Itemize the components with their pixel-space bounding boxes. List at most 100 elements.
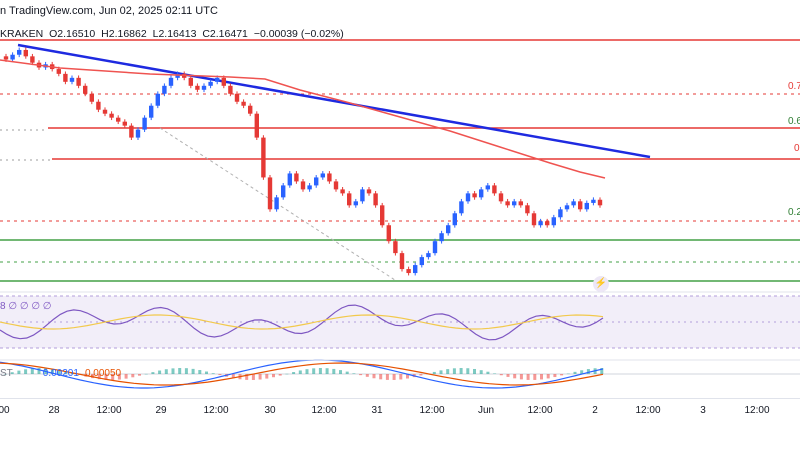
x-tick: 00 bbox=[0, 405, 10, 416]
candle-body bbox=[122, 121, 127, 126]
candle-body bbox=[300, 181, 306, 190]
macd-histogram-bar bbox=[37, 368, 41, 374]
macd-histogram-bar bbox=[519, 374, 523, 380]
fib-label-0.7: 0.7 bbox=[788, 81, 800, 92]
candle-body bbox=[267, 177, 273, 210]
candle-body bbox=[30, 56, 35, 63]
candle-body bbox=[558, 209, 563, 218]
macd-histogram-bar bbox=[10, 372, 14, 374]
candle-body bbox=[188, 77, 193, 86]
macd-histogram-bar bbox=[292, 372, 296, 374]
candle-body bbox=[10, 54, 15, 60]
candle-body bbox=[76, 77, 81, 86]
candle-body bbox=[518, 201, 523, 206]
macd-histogram-bar bbox=[566, 373, 570, 375]
candle-body bbox=[63, 73, 68, 82]
macd-histogram-bar bbox=[198, 370, 202, 374]
macd-histogram-bar bbox=[546, 374, 550, 379]
candle-body bbox=[353, 201, 358, 206]
publish-info: n TradingView.com, Jun 02, 2025 02:11 UT… bbox=[0, 5, 218, 17]
macd-histogram-bar bbox=[178, 368, 182, 374]
candle-body bbox=[531, 213, 537, 226]
macd-histogram-bar bbox=[325, 368, 329, 374]
candle-body bbox=[281, 185, 286, 198]
x-tick: Jun bbox=[477, 405, 495, 416]
macd-histogram-bar bbox=[339, 370, 342, 374]
macd-histogram-bar bbox=[345, 371, 349, 374]
macd-histogram-bar bbox=[265, 374, 269, 379]
rsi-ma-line bbox=[0, 314, 604, 330]
macd-histogram-bar bbox=[64, 371, 68, 374]
macd-histogram-bar bbox=[258, 374, 262, 380]
x-tick: 3 bbox=[700, 405, 706, 416]
macd-histogram-bar bbox=[513, 374, 517, 379]
open-value: O2.16510 bbox=[49, 28, 96, 40]
candle-body bbox=[366, 189, 372, 194]
macd-histogram-bar bbox=[71, 373, 74, 374]
macd-histogram-bar bbox=[600, 368, 604, 374]
macd-histogram-bar bbox=[131, 374, 135, 378]
change-value: −0.00039 (−0.02%) bbox=[253, 28, 344, 40]
macd-histogram-bar bbox=[285, 373, 289, 375]
macd-histogram-bar bbox=[379, 374, 383, 380]
macd-histogram-bar bbox=[459, 368, 463, 374]
x-tick: 12:00 bbox=[635, 405, 661, 416]
macd-histogram-bar bbox=[305, 369, 309, 374]
macd-histogram-bar bbox=[573, 371, 577, 374]
candle-body bbox=[419, 257, 424, 266]
candle-body bbox=[116, 117, 121, 122]
candle-body bbox=[578, 201, 583, 210]
macd-value: 0.00201 bbox=[42, 368, 79, 379]
candle-body bbox=[380, 205, 385, 226]
time-axis[interactable]: 00 28 12:00 29 12:00 30 12:00 31 12:00 J… bbox=[0, 398, 800, 423]
candle-body bbox=[89, 93, 94, 102]
macd-histogram-bar bbox=[352, 373, 356, 374]
macd-histogram-bar bbox=[298, 370, 302, 374]
macd-histogram-bar bbox=[385, 374, 389, 380]
candle-body bbox=[221, 77, 226, 86]
candle-body bbox=[320, 173, 325, 178]
candle-body bbox=[347, 193, 352, 206]
macd-histogram-bar bbox=[124, 374, 128, 379]
macd-histogram-bar bbox=[493, 373, 497, 374]
macd-histogram-bar bbox=[158, 370, 162, 374]
candle-body bbox=[234, 93, 240, 102]
candle-body bbox=[333, 181, 339, 190]
macd-histogram-bar bbox=[473, 368, 476, 374]
candle-body bbox=[195, 85, 200, 90]
macd-histogram-bar bbox=[466, 368, 470, 374]
macd-histogram-bar bbox=[332, 368, 336, 374]
close-value: C2.16471 bbox=[202, 28, 248, 40]
macd-histogram-bar bbox=[24, 369, 28, 374]
fib-label-0.6: 0.6 bbox=[788, 116, 800, 127]
candle-body bbox=[294, 173, 299, 182]
candle-body bbox=[314, 177, 319, 186]
candle-body bbox=[393, 241, 398, 254]
candle-body bbox=[485, 185, 490, 190]
macd-histogram-bar bbox=[272, 374, 275, 378]
macd-histogram-bar bbox=[553, 374, 557, 378]
candle-body bbox=[564, 205, 570, 210]
macd-histogram-bar bbox=[17, 370, 21, 374]
macd-histogram-bar bbox=[399, 374, 403, 380]
candle-body bbox=[102, 109, 108, 114]
high-value: H2.16862 bbox=[101, 28, 147, 40]
macd-legend: ST 0.00201 0.00050 bbox=[0, 368, 121, 379]
candle-body bbox=[538, 221, 543, 226]
candle-body bbox=[162, 85, 167, 94]
candle-body bbox=[129, 125, 134, 138]
macd-histogram-bar bbox=[419, 374, 423, 376]
signal-line bbox=[0, 362, 604, 386]
bearish-trendline bbox=[17, 43, 651, 159]
macd-histogram-bar bbox=[211, 373, 215, 374]
candle-body bbox=[327, 173, 332, 182]
macd-histogram-bar bbox=[245, 374, 249, 380]
fib-label-0.2: 0.2 bbox=[788, 207, 800, 218]
candle-body bbox=[56, 69, 61, 74]
rsi-line bbox=[0, 304, 604, 341]
candle-body bbox=[479, 189, 484, 198]
lightning-alert-icon[interactable]: ⚡ bbox=[593, 276, 609, 292]
macd-histogram-bar bbox=[486, 371, 490, 374]
x-tick: 12:00 bbox=[203, 405, 229, 416]
